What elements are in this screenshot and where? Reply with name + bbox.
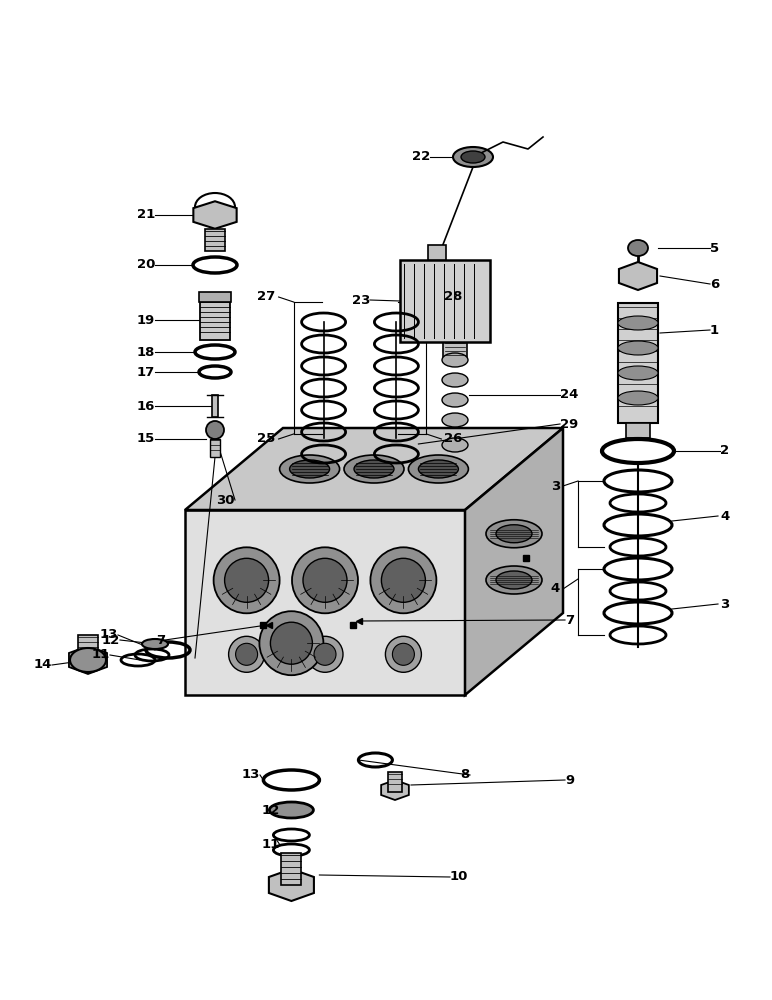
Ellipse shape [408,455,469,483]
Bar [78,635,98,660]
Ellipse shape [486,520,542,548]
Text: 30: 30 [216,493,235,506]
Polygon shape [69,646,107,674]
Ellipse shape [442,413,468,427]
Text: 7: 7 [156,634,165,647]
Ellipse shape [618,391,658,405]
Ellipse shape [229,636,265,672]
Bar [626,423,650,438]
Bar [443,340,467,358]
Text: 21: 21 [137,209,155,222]
Ellipse shape [354,460,394,478]
Ellipse shape [496,525,532,543]
Ellipse shape [303,558,347,602]
Ellipse shape [442,373,468,387]
Text: 2: 2 [720,444,729,458]
Bar [618,303,658,423]
Text: 3: 3 [720,597,730,610]
Text: 24: 24 [560,388,578,401]
Ellipse shape [279,455,340,483]
Polygon shape [465,428,563,695]
Ellipse shape [618,316,658,330]
Ellipse shape [461,151,485,163]
Text: 12: 12 [262,804,280,816]
Ellipse shape [214,547,279,613]
Ellipse shape [307,636,343,672]
Ellipse shape [225,558,269,602]
Polygon shape [269,869,314,901]
Bar [212,395,218,417]
Text: 17: 17 [137,365,155,378]
Text: 23: 23 [351,294,370,306]
Bar [200,300,230,340]
Text: 14: 14 [34,658,52,672]
Text: 11: 11 [92,648,110,662]
Ellipse shape [235,643,258,665]
Text: 7: 7 [565,613,574,626]
Ellipse shape [270,622,313,664]
Ellipse shape [269,802,313,818]
Text: 15: 15 [137,432,155,446]
Text: 28: 28 [445,290,462,304]
Ellipse shape [442,393,468,407]
Text: 4: 4 [550,582,560,595]
Text: 26: 26 [445,432,462,446]
Bar [199,292,231,302]
Text: 10: 10 [450,870,469,884]
Ellipse shape [385,636,422,672]
Text: 9: 9 [565,774,574,786]
Text: 6: 6 [710,277,720,290]
Bar [205,229,225,251]
Ellipse shape [618,366,658,380]
Polygon shape [619,262,657,290]
Bar [388,772,402,792]
Polygon shape [185,510,465,695]
Ellipse shape [618,341,658,355]
Ellipse shape [381,558,425,602]
Ellipse shape [292,547,358,613]
Ellipse shape [259,611,323,675]
Ellipse shape [392,643,415,665]
Ellipse shape [206,421,224,439]
Text: 13: 13 [242,768,260,782]
Ellipse shape [314,643,336,665]
Text: 19: 19 [137,314,155,326]
Ellipse shape [70,648,106,672]
Text: 27: 27 [257,290,276,304]
Ellipse shape [453,147,493,167]
Text: 20: 20 [137,258,155,271]
Text: 29: 29 [560,418,578,430]
Ellipse shape [496,571,532,589]
Text: 3: 3 [550,480,560,492]
Bar [400,260,490,342]
Bar [282,853,301,885]
Text: 8: 8 [461,768,470,782]
Text: 16: 16 [137,399,155,412]
Ellipse shape [442,438,468,452]
Ellipse shape [371,547,436,613]
Text: 5: 5 [710,241,720,254]
Text: 25: 25 [257,432,276,446]
Ellipse shape [628,240,648,256]
Polygon shape [185,428,563,510]
Ellipse shape [486,566,542,594]
Ellipse shape [418,460,459,478]
Ellipse shape [442,353,468,367]
Text: 22: 22 [411,150,430,163]
Polygon shape [381,780,409,800]
Text: 18: 18 [137,346,155,359]
Text: 12: 12 [102,634,120,647]
Text: 11: 11 [262,838,280,852]
Text: 1: 1 [710,324,720,336]
Text: 13: 13 [100,629,118,642]
Ellipse shape [290,460,330,478]
Ellipse shape [344,455,404,483]
Polygon shape [193,201,237,229]
Text: 4: 4 [720,510,730,522]
Bar [210,439,220,457]
Ellipse shape [142,639,168,649]
Bar [428,245,446,260]
